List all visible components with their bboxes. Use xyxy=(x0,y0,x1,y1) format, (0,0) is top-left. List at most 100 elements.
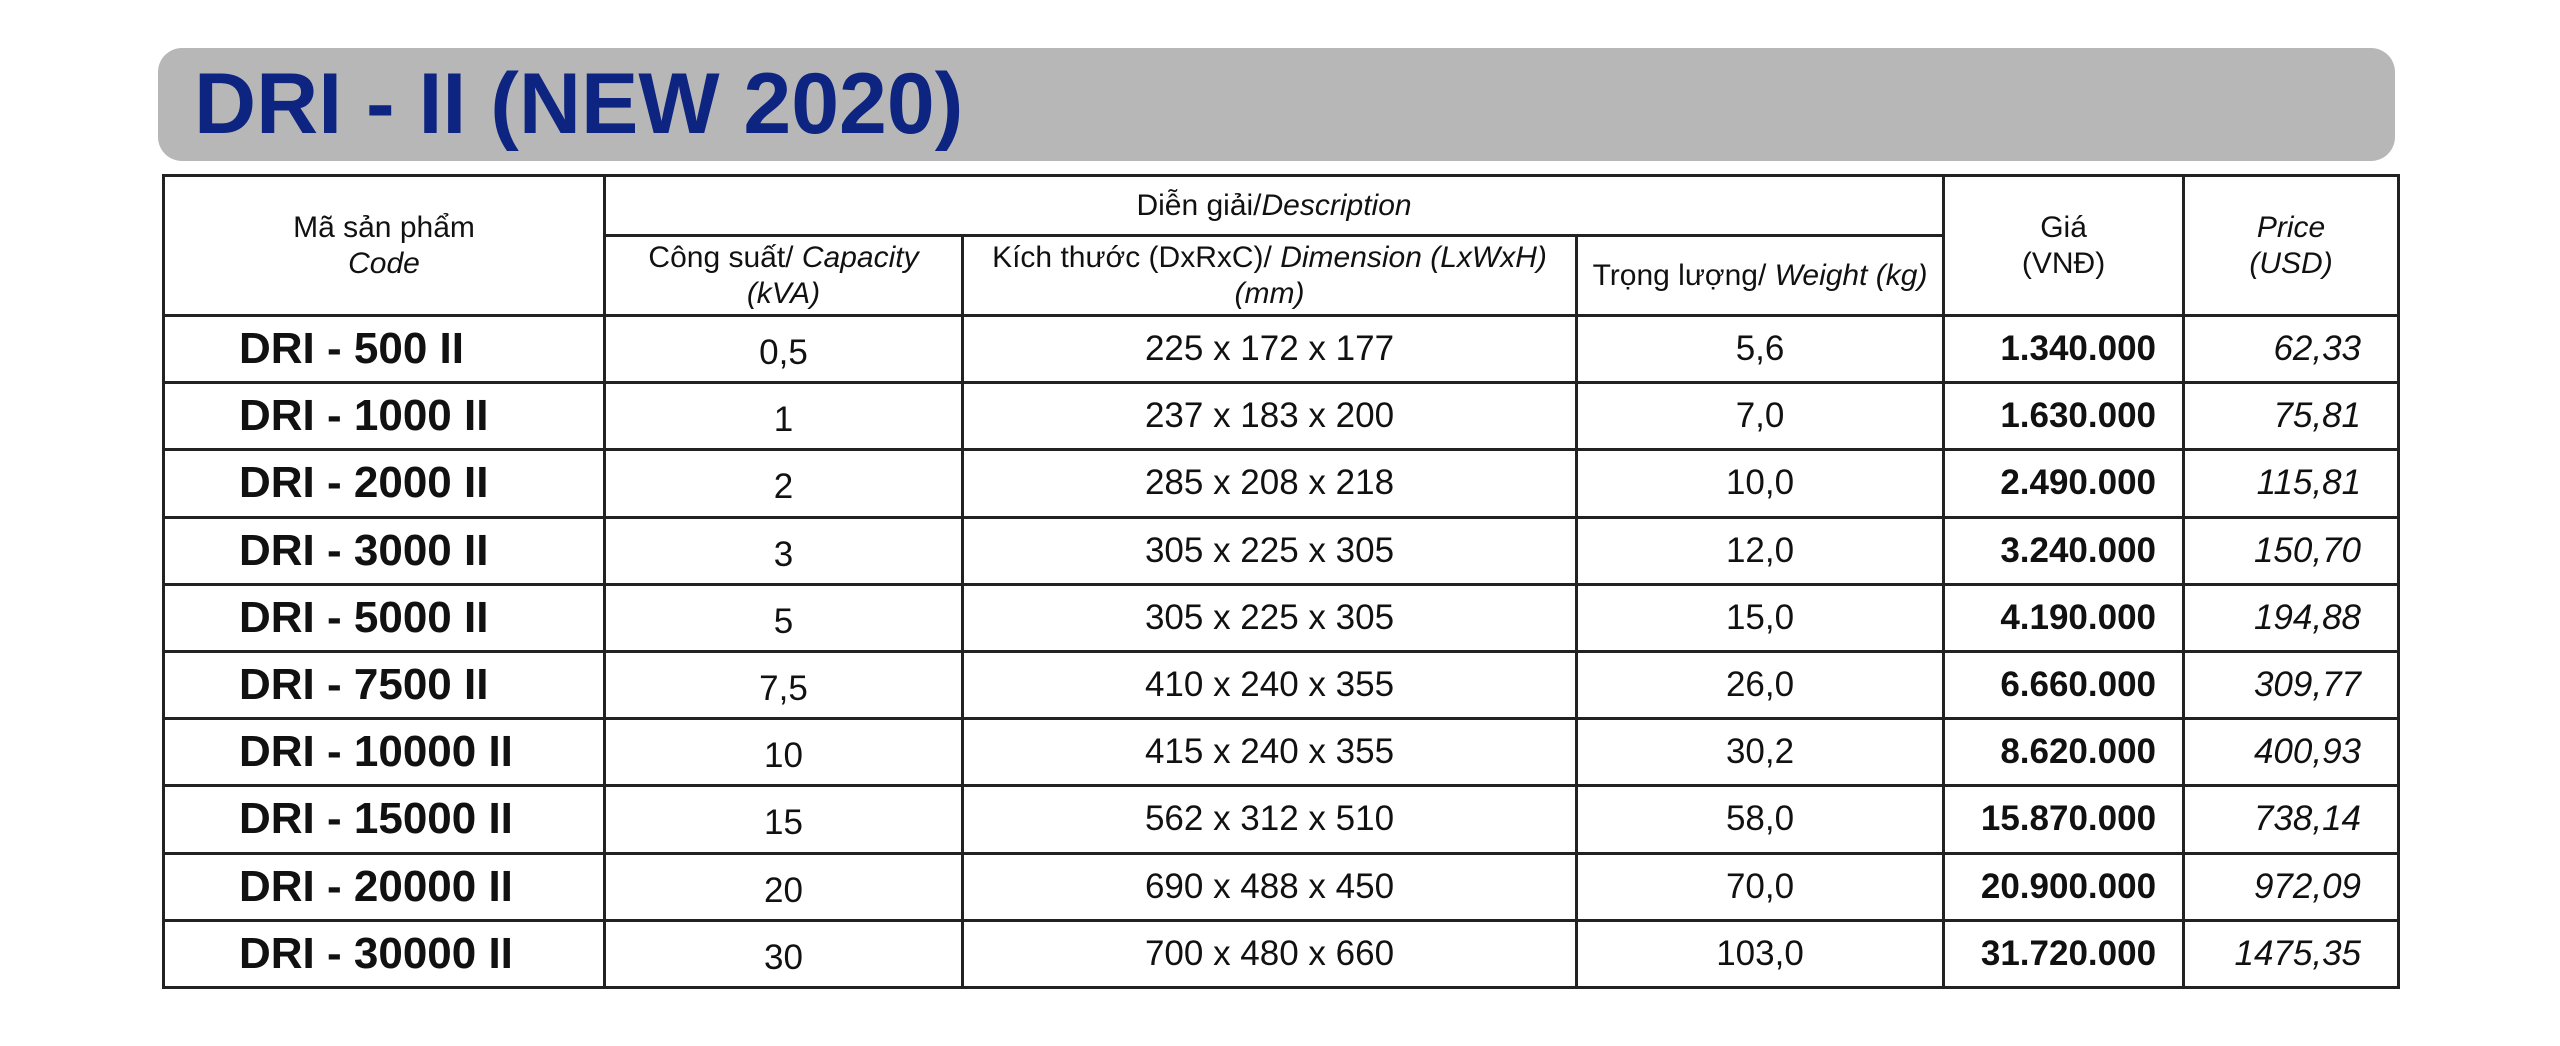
cell-price-usd: 972,09 xyxy=(2182,851,2401,922)
table-row: DRI - 2000 II 2 285 x 208 x 218 10,0 2.4… xyxy=(162,448,2401,519)
cell-capacity-value: 5 xyxy=(773,601,794,641)
cell-price-vnd: 1.630.000 xyxy=(1942,381,2186,452)
cell-price-usd: 115,81 xyxy=(2182,448,2401,519)
cell-price-vnd: 15.870.000 xyxy=(1942,784,2186,855)
cell-capacity-value: 0,5 xyxy=(759,333,808,373)
cell-capacity: 30 xyxy=(603,918,964,990)
cell-price-usd: 738,14 xyxy=(2182,784,2401,855)
header-code-vi: Mã sản phẩm xyxy=(293,210,475,244)
cell-code: DRI - 7500 II xyxy=(162,649,606,721)
cell-price-usd: 309,77 xyxy=(2182,649,2401,721)
cell-price-usd: 194,88 xyxy=(2182,582,2401,653)
cell-capacity-value: 2 xyxy=(773,467,794,507)
cell-weight: 12,0 xyxy=(1574,515,1946,586)
cell-capacity: 2 xyxy=(603,448,964,519)
header-weight: Trọng lượng/ Weight (kg) xyxy=(1574,234,1946,317)
header-price-vnd: Giá (VNĐ) xyxy=(1942,174,2186,317)
cell-capacity-value: 7,5 xyxy=(759,669,808,709)
cell-price-vnd: 6.660.000 xyxy=(1942,649,2186,721)
cell-weight: 26,0 xyxy=(1574,649,1946,721)
cell-price-usd: 75,81 xyxy=(2182,381,2401,452)
cell-weight: 58,0 xyxy=(1574,784,1946,855)
cell-weight: 15,0 xyxy=(1574,582,1946,653)
cell-weight: 7,0 xyxy=(1574,381,1946,452)
cell-dimension: 690 x 488 x 450 xyxy=(961,851,1578,922)
table-row: DRI - 7500 II 7,5 410 x 240 x 355 26,0 6… xyxy=(162,649,2401,721)
table-row: DRI - 3000 II 3 305 x 225 x 305 12,0 3.2… xyxy=(162,515,2401,586)
header-capacity: Công suất/ Capacity (kVA) xyxy=(603,234,964,317)
header-code: Mã sản phẩm Code xyxy=(162,174,606,317)
header-price-usd-label: Price xyxy=(2256,210,2326,244)
cell-code: DRI - 30000 II xyxy=(162,918,606,990)
header-dimension-vi: Kích thước (DxRxC)/ xyxy=(992,240,1281,274)
cell-dimension: 305 x 225 x 305 xyxy=(961,515,1578,586)
cell-price-vnd: 8.620.000 xyxy=(1942,717,2186,788)
cell-price-vnd: 4.190.000 xyxy=(1942,582,2186,653)
cell-capacity: 1 xyxy=(603,381,964,452)
cell-dimension: 237 x 183 x 200 xyxy=(961,381,1578,452)
cell-capacity-value: 20 xyxy=(764,870,803,910)
cell-price-vnd: 1.340.000 xyxy=(1942,313,2186,385)
page-title: DRI - II (NEW 2020) xyxy=(194,56,964,152)
header-weight-en: Weight (kg) xyxy=(1774,258,1928,292)
table-row: DRI - 1000 II 1 237 x 183 x 200 7,0 1.63… xyxy=(162,381,2401,452)
header-dimension-unit: (mm) xyxy=(1234,276,1305,310)
cell-price-vnd: 3.240.000 xyxy=(1942,515,2186,586)
title-bar xyxy=(158,48,2395,161)
cell-price-usd: 400,93 xyxy=(2182,717,2401,788)
header-code-en: Code xyxy=(348,246,420,280)
header-description: Diễn giải/Description xyxy=(602,174,1946,237)
table-row: DRI - 15000 II 15 562 x 312 x 510 58,0 1… xyxy=(162,784,2401,855)
cell-capacity: 10 xyxy=(603,717,964,788)
cell-weight: 103,0 xyxy=(1574,918,1946,990)
cell-price-usd: 1475,35 xyxy=(2182,918,2401,990)
cell-capacity-value: 15 xyxy=(764,803,803,843)
cell-code: DRI - 20000 II xyxy=(162,851,606,922)
cell-price-vnd: 2.490.000 xyxy=(1942,448,2186,519)
cell-capacity-value: 30 xyxy=(764,937,803,977)
header-dimension-en: Dimension (LxWxH) xyxy=(1280,240,1547,274)
price-table: Mã sản phẩm Code Diễn giải/Description G… xyxy=(162,174,2401,990)
cell-capacity: 7,5 xyxy=(603,649,964,721)
cell-price-usd: 62,33 xyxy=(2182,313,2401,385)
header-price-vnd-label: Giá xyxy=(2040,210,2087,244)
table-row: DRI - 5000 II 5 305 x 225 x 305 15,0 4.1… xyxy=(162,582,2401,653)
table-row: DRI - 20000 II 20 690 x 488 x 450 70,0 2… xyxy=(162,851,2401,922)
cell-dimension: 305 x 225 x 305 xyxy=(961,582,1578,653)
cell-capacity: 20 xyxy=(603,851,964,922)
header-weight-vi: Trọng lượng/ xyxy=(1592,258,1775,292)
cell-dimension: 225 x 172 x 177 xyxy=(961,313,1578,385)
cell-dimension: 700 x 480 x 660 xyxy=(961,918,1578,990)
cell-code: DRI - 15000 II xyxy=(162,784,606,855)
table-row: DRI - 10000 II 10 415 x 240 x 355 30,2 8… xyxy=(162,717,2401,788)
header-capacity-unit: (kVA) xyxy=(746,276,821,310)
cell-dimension: 562 x 312 x 510 xyxy=(961,784,1578,855)
cell-code: DRI - 500 II xyxy=(162,313,606,385)
cell-dimension: 415 x 240 x 355 xyxy=(961,717,1578,788)
cell-capacity: 0,5 xyxy=(603,313,964,385)
cell-weight: 70,0 xyxy=(1574,851,1946,922)
cell-weight: 10,0 xyxy=(1574,448,1946,519)
cell-code: DRI - 3000 II xyxy=(162,515,606,586)
cell-weight: 5,6 xyxy=(1574,313,1946,385)
cell-dimension: 285 x 208 x 218 xyxy=(961,448,1578,519)
cell-capacity-value: 1 xyxy=(773,400,794,440)
header-price-usd: Price (USD) xyxy=(2182,174,2401,317)
cell-capacity: 15 xyxy=(603,784,964,855)
table-row: DRI - 500 II 0,5 225 x 172 x 177 5,6 1.3… xyxy=(162,313,2401,385)
header-dimension: Kích thước (DxRxC)/ Dimension (LxWxH) (m… xyxy=(961,234,1578,317)
header-capacity-en: Capacity xyxy=(801,240,919,274)
header-price-usd-unit: (USD) xyxy=(2249,246,2333,280)
cell-code: DRI - 10000 II xyxy=(162,717,606,788)
cell-price-vnd: 20.900.000 xyxy=(1942,851,2186,922)
table-row: DRI - 30000 II 30 700 x 480 x 660 103,0 … xyxy=(162,918,2401,990)
cell-code: DRI - 1000 II xyxy=(162,381,606,452)
cell-code: DRI - 2000 II xyxy=(162,448,606,519)
cell-price-usd: 150,70 xyxy=(2182,515,2401,586)
header-capacity-vi: Công suất/ xyxy=(648,240,802,274)
header-description-vi: Diễn giải/ xyxy=(1136,188,1262,222)
cell-capacity: 5 xyxy=(603,582,964,653)
cell-capacity: 3 xyxy=(603,515,964,586)
cell-capacity-value: 3 xyxy=(773,534,794,574)
cell-code: DRI - 5000 II xyxy=(162,582,606,653)
